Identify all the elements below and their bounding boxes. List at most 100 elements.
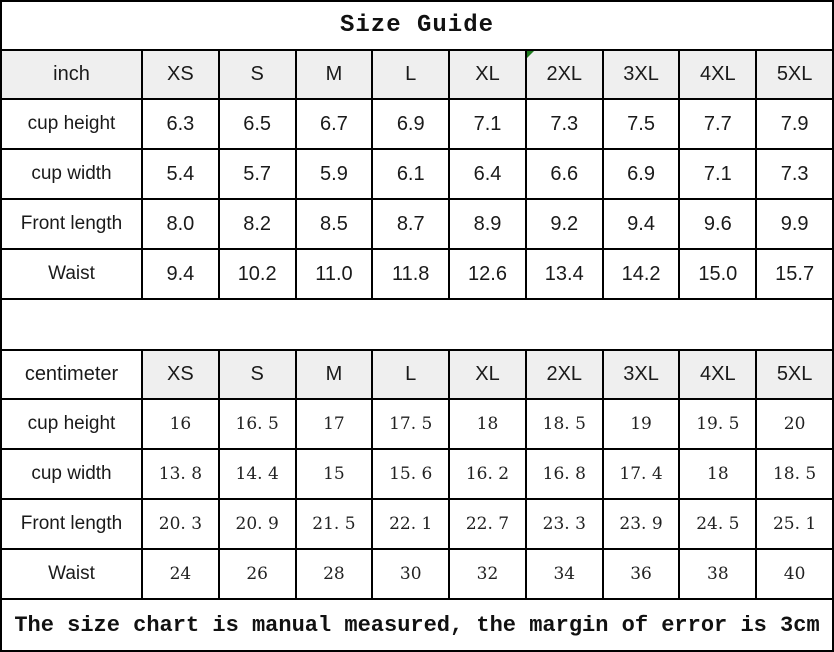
- size-col-header-5xl: 5XL: [757, 351, 832, 398]
- value-cell: 36: [603, 550, 679, 598]
- value-cell: 15.0: [680, 250, 756, 298]
- value-cell: 22. 7: [450, 500, 525, 548]
- size-col-header-s: S: [219, 51, 295, 98]
- size-col-header-3xl: 3XL: [603, 51, 679, 98]
- value-cell: 7.1: [680, 150, 756, 198]
- value-cell: 38: [680, 550, 756, 598]
- value-cell: 22. 1: [373, 500, 449, 548]
- value-cell: 6.9: [373, 100, 449, 148]
- value-cell: 7.1: [450, 100, 525, 148]
- value-cell: 20: [757, 400, 832, 448]
- value-cell: 28: [296, 550, 372, 598]
- value-cell: 11.0: [296, 250, 372, 298]
- value-cell: 25. 1: [757, 500, 832, 548]
- size-col-header-l: L: [373, 51, 449, 98]
- value-cell: 20. 3: [143, 500, 218, 548]
- spacer-row: [0, 300, 834, 349]
- value-cell: 8.9: [450, 200, 525, 248]
- size-col-header-xl: XL: [450, 51, 525, 98]
- value-cell: 19: [603, 400, 679, 448]
- value-cell: 19. 5: [680, 400, 756, 448]
- value-cell: 8.5: [296, 200, 372, 248]
- value-cell: 30: [373, 550, 449, 598]
- value-cell: 5.9: [296, 150, 372, 198]
- value-cell: 18: [450, 400, 525, 448]
- value-cell: 6.9: [603, 150, 679, 198]
- value-cell: 13. 8: [143, 450, 218, 498]
- row-label: cup height: [2, 400, 141, 448]
- value-cell: 8.7: [373, 200, 449, 248]
- value-cell: 8.2: [219, 200, 295, 248]
- value-cell: 5.7: [219, 150, 295, 198]
- size-col-header-m: M: [296, 351, 372, 398]
- value-cell: 6.4: [450, 150, 525, 198]
- value-cell: 18: [680, 450, 756, 498]
- value-cell: 24: [143, 550, 218, 598]
- value-cell: 17. 5: [373, 400, 449, 448]
- value-cell: 24. 5: [680, 500, 756, 548]
- value-cell: 23. 3: [526, 500, 602, 548]
- size-col-header-2xl: 2XL: [526, 351, 602, 398]
- page-title: Size Guide: [339, 12, 495, 39]
- value-cell: 15.7: [757, 250, 832, 298]
- value-cell: 7.3: [526, 100, 602, 148]
- cell-comment-flag-icon: [526, 51, 534, 58]
- size-col-header-3xl: 3XL: [603, 351, 679, 398]
- size-col-header-2xl-label: 2XL: [546, 63, 583, 85]
- value-cell: 10.2: [219, 250, 295, 298]
- value-cell: 16. 8: [526, 450, 602, 498]
- value-cell: 6.1: [373, 150, 449, 198]
- value-cell: 5.4: [143, 150, 218, 198]
- size-col-header-2xl: 2XL: [526, 51, 602, 98]
- value-cell: 9.9: [757, 200, 832, 248]
- value-cell: 6.5: [219, 100, 295, 148]
- row-label: cup width: [2, 150, 141, 198]
- footer-note-row: The size chart is manual measured, the m…: [0, 598, 834, 652]
- value-cell: 6.7: [296, 100, 372, 148]
- value-cell: 16. 2: [450, 450, 525, 498]
- cm-unit-header: centimeter: [2, 351, 141, 398]
- value-cell: 14. 4: [219, 450, 295, 498]
- measurement-disclaimer: The size chart is manual measured, the m…: [14, 612, 820, 638]
- value-cell: 9.4: [603, 200, 679, 248]
- size-col-header-4xl: 4XL: [680, 351, 756, 398]
- value-cell: 21. 5: [296, 500, 372, 548]
- inch-table: inch XS S M L XL 2XL 3XL 4XL 5XL cup hei…: [0, 49, 834, 300]
- value-cell: 32: [450, 550, 525, 598]
- value-cell: 14.2: [603, 250, 679, 298]
- size-col-header-l: L: [373, 351, 449, 398]
- value-cell: 7.3: [757, 150, 832, 198]
- row-label: Front length: [2, 500, 141, 548]
- value-cell: 16. 5: [219, 400, 295, 448]
- row-label: Waist: [2, 250, 141, 298]
- value-cell: 40: [757, 550, 832, 598]
- value-cell: 16: [143, 400, 218, 448]
- value-cell: 6.3: [143, 100, 218, 148]
- value-cell: 7.5: [603, 100, 679, 148]
- value-cell: 18. 5: [526, 400, 602, 448]
- value-cell: 17. 4: [603, 450, 679, 498]
- value-cell: 23. 9: [603, 500, 679, 548]
- size-col-header-5xl: 5XL: [757, 51, 832, 98]
- row-label: cup height: [2, 100, 141, 148]
- size-col-header-s: S: [219, 351, 295, 398]
- value-cell: 11.8: [373, 250, 449, 298]
- value-cell: 9.4: [143, 250, 218, 298]
- value-cell: 15: [296, 450, 372, 498]
- row-label: cup width: [2, 450, 141, 498]
- value-cell: 7.7: [680, 100, 756, 148]
- row-label: Front length: [2, 200, 141, 248]
- value-cell: 9.2: [526, 200, 602, 248]
- size-col-header-m: M: [296, 51, 372, 98]
- value-cell: 7.9: [757, 100, 832, 148]
- inch-unit-header: inch: [2, 51, 141, 98]
- centimeter-table: centimeter XS S M L XL 2XL 3XL 4XL 5XL c…: [0, 349, 834, 600]
- size-col-header-xl: XL: [450, 351, 525, 398]
- row-label: Waist: [2, 550, 141, 598]
- value-cell: 34: [526, 550, 602, 598]
- value-cell: 12.6: [450, 250, 525, 298]
- size-col-header-4xl: 4XL: [680, 51, 756, 98]
- value-cell: 13.4: [526, 250, 602, 298]
- value-cell: 26: [219, 550, 295, 598]
